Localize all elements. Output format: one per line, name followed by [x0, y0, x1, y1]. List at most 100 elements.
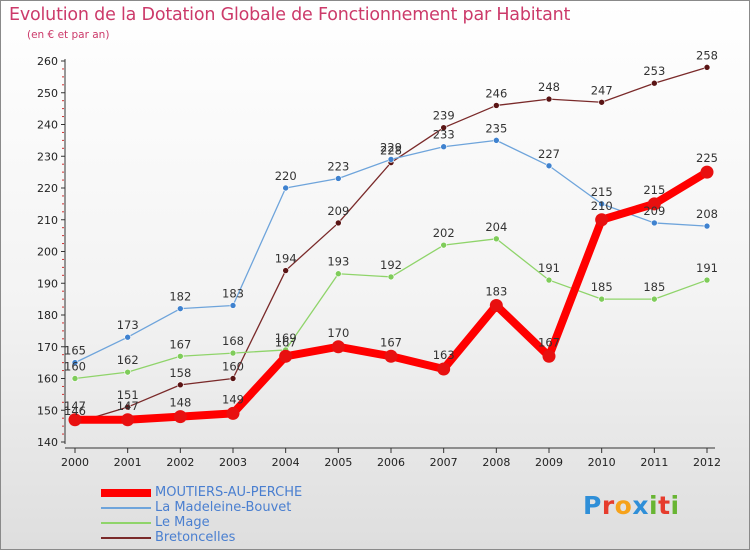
data-label: 146: [64, 404, 86, 418]
data-point: [282, 267, 289, 274]
data-label: 185: [643, 280, 665, 294]
y-tick-label: 200: [37, 246, 58, 259]
data-label: 194: [275, 252, 297, 266]
logo-letter: i: [649, 491, 659, 520]
logo-letter: x: [632, 491, 649, 520]
y-tick-label: 140: [37, 436, 58, 449]
data-label: 163: [433, 348, 455, 362]
data-label: 246: [485, 86, 507, 100]
data-point: [542, 349, 556, 363]
data-point: [226, 406, 240, 420]
data-label: 191: [696, 261, 718, 275]
data-point: [335, 270, 342, 278]
data-point: [71, 375, 79, 382]
data-label: 167: [275, 335, 297, 349]
data-label: 167: [380, 335, 402, 349]
data-label: 193: [327, 255, 349, 269]
data-point: [335, 175, 342, 182]
data-point: [493, 102, 500, 109]
x-tick-label: 2008: [482, 456, 510, 469]
data-label: 148: [169, 396, 191, 410]
logo-letter: o: [614, 491, 633, 520]
data-label: 183: [222, 286, 244, 300]
data-point: [703, 276, 711, 284]
data-label: 191: [538, 261, 560, 275]
legend-swatch: [101, 537, 151, 539]
data-label: 247: [591, 83, 613, 97]
data-point: [651, 79, 658, 87]
x-tick-label: 2010: [588, 456, 616, 469]
y-tick-label: 190: [37, 277, 58, 290]
x-tick-label: 2006: [377, 456, 405, 469]
data-point: [229, 349, 237, 357]
proxiti-logo: Proxiti: [583, 491, 680, 520]
data-label: 228: [380, 144, 402, 158]
data-point: [700, 165, 714, 179]
data-point: [387, 273, 395, 281]
data-label: 168: [222, 334, 244, 348]
data-point: [331, 340, 345, 354]
data-point: [177, 381, 184, 389]
data-point: [335, 219, 342, 227]
data-point: [440, 124, 447, 131]
data-point: [545, 162, 553, 170]
data-label: 169: [275, 331, 297, 345]
data-point: [703, 64, 711, 71]
data-label: 248: [538, 80, 560, 94]
data-label: 147: [64, 399, 86, 413]
data-point: [545, 276, 553, 284]
y-tick-label: 160: [37, 373, 58, 386]
data-label: 147: [117, 399, 139, 413]
y-tick-label: 220: [37, 182, 58, 195]
legend-label: Bretoncelles: [155, 530, 236, 545]
x-tick-label: 2004: [272, 456, 300, 469]
data-label: 225: [696, 151, 718, 165]
data-point: [598, 295, 605, 303]
data-label: 233: [433, 128, 455, 142]
data-label: 220: [275, 169, 297, 183]
data-point: [440, 143, 447, 151]
data-point: [595, 213, 609, 227]
data-label: 160: [64, 360, 86, 374]
data-label: 215: [591, 185, 613, 199]
data-label: 209: [643, 204, 665, 218]
logo-letter: t: [658, 491, 671, 520]
x-tick-label: 2011: [640, 456, 668, 469]
data-label: 185: [591, 280, 613, 294]
data-label: 258: [696, 48, 718, 62]
data-label: 208: [696, 207, 718, 221]
data-label: 192: [380, 258, 402, 272]
data-point: [68, 413, 82, 427]
x-tick-label: 2002: [166, 456, 194, 469]
x-tick-label: 2005: [324, 456, 352, 469]
data-point: [282, 184, 289, 192]
data-point: [647, 197, 661, 211]
data-point: [279, 349, 293, 363]
logo-letter: i: [670, 491, 680, 520]
data-label: 229: [380, 140, 402, 154]
y-tick-label: 250: [37, 87, 58, 100]
data-point: [545, 95, 553, 103]
y-tick-label: 170: [37, 341, 58, 354]
data-label: 209: [327, 204, 349, 218]
data-label: 223: [327, 159, 349, 173]
data-label: 151: [117, 388, 139, 402]
data-label: 182: [169, 290, 191, 304]
data-point: [598, 98, 605, 106]
data-label: 149: [222, 392, 244, 406]
data-point: [124, 333, 131, 341]
x-tick-label: 2000: [61, 456, 89, 469]
data-point: [387, 156, 395, 163]
data-label: 253: [643, 64, 665, 78]
legend-label: Le Mage: [155, 515, 210, 530]
data-point: [121, 413, 135, 427]
x-tick-label: 2009: [535, 456, 563, 469]
y-tick-label: 230: [37, 150, 58, 163]
x-tick-label: 2012: [693, 456, 721, 469]
y-tick-label: 260: [37, 55, 58, 68]
x-tick-label: 2003: [219, 456, 247, 469]
data-label: 173: [117, 318, 139, 332]
data-point: [703, 222, 711, 230]
